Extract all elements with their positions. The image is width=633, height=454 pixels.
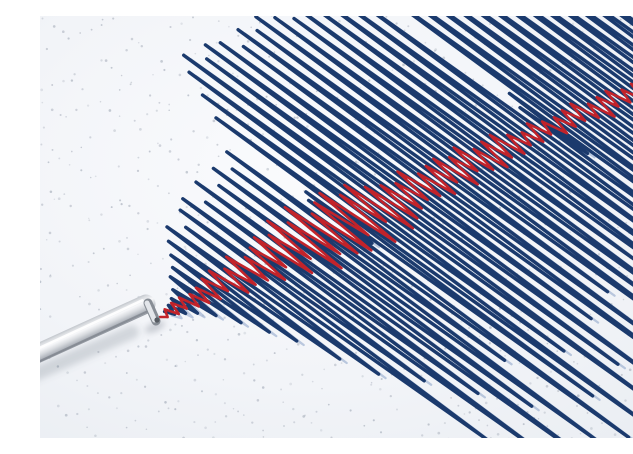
seismograph-scene	[40, 16, 633, 438]
seismograph-photo	[40, 16, 633, 438]
pen-tip	[154, 317, 159, 322]
